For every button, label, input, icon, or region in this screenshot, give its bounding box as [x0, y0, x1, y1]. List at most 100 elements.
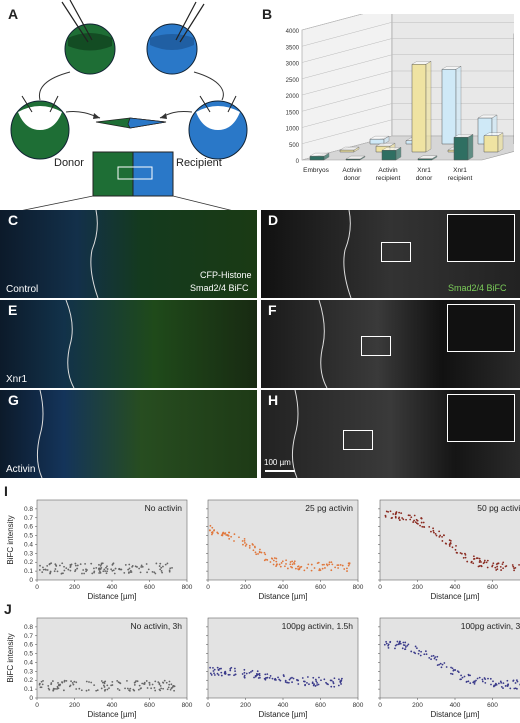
data-point: [85, 689, 88, 692]
data-point: [136, 566, 138, 568]
data-point: [449, 542, 452, 545]
data-point: [394, 647, 396, 650]
data-point: [41, 683, 44, 686]
data-point: [102, 570, 105, 573]
data-point: [297, 679, 300, 682]
data-point: [301, 677, 304, 679]
data-point: [441, 663, 444, 666]
data-point: [255, 553, 258, 556]
data-point: [57, 681, 59, 684]
bar-top: [453, 134, 474, 138]
data-point: [291, 676, 293, 679]
data-point: [46, 564, 49, 567]
data-point: [486, 566, 489, 569]
data-point: [167, 686, 170, 689]
category-label: Embryos: [303, 167, 329, 174]
data-point: [337, 684, 340, 687]
data-point: [133, 684, 136, 686]
c-legend-bifc: Smad2/4 BiFC: [190, 283, 249, 293]
data-point: [136, 680, 139, 683]
data-point: [229, 669, 232, 672]
data-point: [67, 568, 70, 571]
data-point: [42, 566, 44, 569]
data-point: [87, 689, 90, 691]
data-point: [170, 687, 173, 690]
data-point: [106, 565, 108, 568]
d-legend-bifc: Smad2/4 BiFC: [448, 283, 507, 293]
category-label: donor: [416, 175, 433, 182]
data-point: [76, 564, 79, 567]
data-point: [56, 570, 59, 573]
y-tick-label: 2500: [286, 78, 300, 84]
data-point: [101, 681, 104, 684]
data-point: [493, 684, 495, 687]
data-point: [258, 674, 261, 677]
data-point: [512, 679, 515, 682]
x-tick-label: 600: [144, 702, 155, 709]
data-point: [347, 564, 350, 567]
data-point: [111, 569, 114, 572]
data-point: [79, 563, 82, 565]
data-point: [297, 683, 300, 685]
data-point: [157, 681, 160, 684]
gridline: [301, 87, 393, 112]
x-tick-label: 200: [240, 584, 251, 591]
data-point: [243, 671, 246, 674]
data-point: [290, 565, 292, 568]
data-point: [281, 560, 284, 563]
data-point: [268, 677, 271, 679]
x-tick-label: 0: [378, 702, 382, 709]
data-point: [403, 644, 406, 647]
data-point: [209, 666, 212, 669]
data-point: [288, 678, 291, 681]
data-point: [406, 644, 409, 647]
y-axis-label: BiFC intensity: [6, 633, 15, 682]
y-tick-label: 0.7: [24, 633, 33, 640]
data-point: [404, 648, 407, 651]
data-point: [212, 666, 214, 669]
category-label: Xnr1: [453, 167, 467, 174]
data-point: [126, 679, 128, 682]
y-tick-label: 0.3: [24, 550, 33, 557]
x-tick-label: 0: [206, 584, 210, 591]
scatter-plot-j-1: 0 200 400 600 800 0 0.1 0.2 0.3 0.40.5 0.6 0.7 0.8 No…: [6, 617, 193, 719]
data-point: [106, 570, 109, 573]
data-point: [480, 561, 482, 563]
scatter-plot-i-2: 0 200 400 600 800 25 pg activin Distance [µm]: [206, 499, 364, 601]
category-label: Activin: [342, 167, 362, 174]
data-point: [293, 561, 295, 564]
data-point: [148, 682, 151, 684]
data-point: [278, 678, 281, 681]
data-point: [251, 669, 254, 672]
data-point: [47, 685, 50, 687]
data-point: [417, 652, 420, 655]
data-point: [213, 672, 215, 675]
plot-title: No activin: [145, 503, 183, 513]
data-point: [328, 563, 331, 566]
data-point: [321, 567, 324, 570]
roi-box-f: [361, 336, 391, 356]
data-point: [500, 681, 503, 684]
data-point: [300, 565, 303, 568]
data-point: [513, 687, 516, 690]
data-point: [104, 688, 107, 691]
data-point: [145, 563, 148, 565]
data-point: [151, 570, 154, 573]
data-point: [170, 683, 173, 686]
data-point: [413, 651, 416, 654]
data-point: [320, 679, 322, 682]
data-point: [475, 557, 478, 560]
data-point: [98, 572, 101, 574]
data-point: [284, 679, 287, 682]
micrograph-e: [0, 300, 257, 388]
data-point: [425, 653, 428, 656]
data-point: [438, 663, 441, 666]
data-point: [279, 679, 282, 682]
data-point: [252, 549, 255, 552]
data-point: [473, 557, 476, 560]
data-point: [74, 562, 77, 565]
y-tick-label: 1500: [286, 110, 300, 116]
data-point: [57, 684, 60, 687]
